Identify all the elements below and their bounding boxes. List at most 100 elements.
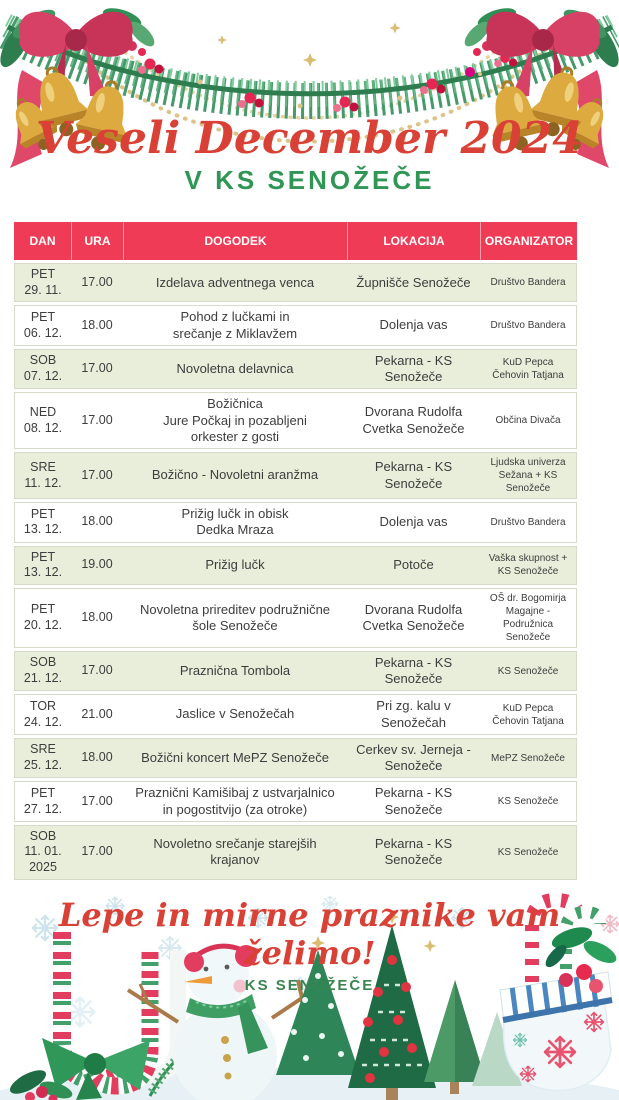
event-organizer-cell: Vaška skupnost + KS Senožeče xyxy=(480,545,577,585)
christmas-trees-icon xyxy=(276,910,522,1100)
event-row: SRE 11. 12. 17.00 Božično - Novoletni ar… xyxy=(14,452,577,499)
greeting-message: Lepe in mirne praznike vam želimo! xyxy=(58,895,561,972)
event-organizer-cell: Društvo Bandera xyxy=(480,502,577,543)
event-row: SOB 21. 12. 17.00 Praznična Tombola Peka… xyxy=(14,650,577,692)
event-row: PET 20. 12. 18.00 Novoletna prireditev p… xyxy=(14,587,577,648)
event-title-cell: Novoletna prireditev podružnične šole Se… xyxy=(123,587,347,648)
events-table: DAN URA DOGODEK LOKACIJA ORGANIZATOR PET… xyxy=(14,219,577,883)
event-day-cell: NED 08. 12. xyxy=(14,392,71,449)
column-header-dogodek: DOGODEK xyxy=(123,222,347,260)
event-organizer-cell: KuD Pepca Čehovin Tatjana xyxy=(480,348,577,390)
event-row: SOB 11. 01. 2025 17.00 Novoletno srečanj… xyxy=(14,824,577,880)
event-location-cell: Pekarna - KS Senožeče xyxy=(347,650,480,692)
event-row: PET 13. 12. 19.00 Prižig lučk Potoče Vaš… xyxy=(14,545,577,585)
event-row: PET 29. 11. 17.00 Izdelava adventnega ve… xyxy=(14,263,577,303)
event-time-cell: 19.00 xyxy=(71,545,123,585)
stocking-icon xyxy=(499,892,617,1092)
event-day-cell: TOR 24. 12. xyxy=(14,694,71,735)
event-location-cell: Dvorana Rudolfa Cvetka Senožeče xyxy=(347,392,480,449)
event-location-cell: Potoče xyxy=(347,545,480,585)
column-header-dan: DAN xyxy=(14,222,71,260)
event-day-cell: PET 13. 12. xyxy=(14,545,71,585)
event-time-cell: 18.00 xyxy=(71,587,123,648)
event-row: PET 13. 12. 18.00 Prižig lučk in obisk D… xyxy=(14,502,577,543)
event-location-cell: Pekarna - KS Senožeče xyxy=(347,452,480,499)
column-header-organizator: ORGANIZATOR xyxy=(480,222,577,260)
column-header-lokacija: LOKACIJA xyxy=(347,222,480,260)
event-time-cell: 18.00 xyxy=(71,502,123,543)
event-title-cell: Božični koncert MePZ Senožeče xyxy=(123,737,347,779)
fir-garland-icon xyxy=(0,14,619,119)
event-organizer-cell: KuD Pepca Čehovin Tatjana xyxy=(480,694,577,735)
event-organizer-cell: Ljudska univerza Sežana + KS Senožeče xyxy=(480,452,577,499)
footer-signature: KS SENOŽEČE xyxy=(244,976,375,994)
event-title-cell: Izdelava adventnega venca xyxy=(123,263,347,303)
event-time-cell: 17.00 xyxy=(71,452,123,499)
poster-header: Veseli December 2024 V KS SENOŽEČE xyxy=(0,0,619,210)
event-time-cell: 18.00 xyxy=(71,305,123,346)
event-time-cell: 21.00 xyxy=(71,694,123,735)
event-time-cell: 17.00 xyxy=(71,650,123,692)
table-header-row: DAN URA DOGODEK LOKACIJA ORGANIZATOR xyxy=(14,222,577,260)
event-title-cell: Praznični Kamišibaj z ustvarjalnico in p… xyxy=(123,781,347,822)
event-location-cell: Pekarna - KS Senožeče xyxy=(347,348,480,390)
event-location-cell: Dolenja vas xyxy=(347,502,480,543)
event-location-cell: Pri zg. kalu v Senožečah xyxy=(347,694,480,735)
events-table-body: PET 29. 11. 17.00 Izdelava adventnega ve… xyxy=(14,263,577,880)
event-organizer-cell: KS Senožeče xyxy=(480,650,577,692)
event-day-cell: PET 27. 12. xyxy=(14,781,71,822)
poster-title: Veseli December 2024 xyxy=(36,113,583,164)
event-day-cell: SOB 11. 01. 2025 xyxy=(14,824,71,880)
event-organizer-cell: Društvo Bandera xyxy=(480,263,577,303)
event-title-cell: Jaslice v Senožečah xyxy=(123,694,347,735)
event-time-cell: 17.00 xyxy=(71,348,123,390)
winter-scene-decoration xyxy=(0,892,619,1100)
event-location-cell: Pekarna - KS Senožeče xyxy=(347,781,480,822)
event-organizer-cell: KS Senožeče xyxy=(480,824,577,880)
event-title-cell: Božičnica Jure Počkaj in pozabljeni orke… xyxy=(123,392,347,449)
berry-clusters-icon xyxy=(138,53,518,112)
event-title-cell: Praznična Tombola xyxy=(123,650,347,692)
event-time-cell: 17.00 xyxy=(71,392,123,449)
event-day-cell: PET 20. 12. xyxy=(14,587,71,648)
event-organizer-cell: KS Senožeče xyxy=(480,781,577,822)
event-location-cell: Cerkev sv. Jerneja - Senožeče xyxy=(347,737,480,779)
garland-decoration xyxy=(0,0,619,210)
event-location-cell: Dvorana Rudolfa Cvetka Senožeče xyxy=(347,587,480,648)
event-location-cell: Dolenja vas xyxy=(347,305,480,346)
event-title-cell: Novoletno srečanje starejših krajanov xyxy=(123,824,347,880)
event-time-cell: 17.00 xyxy=(71,781,123,822)
event-time-cell: 17.00 xyxy=(71,824,123,880)
event-location-cell: Župnišče Senožeče xyxy=(347,263,480,303)
event-organizer-cell: Društvo Bandera xyxy=(480,305,577,346)
event-day-cell: PET 29. 11. xyxy=(14,263,71,303)
column-header-ura: URA xyxy=(71,222,123,260)
event-day-cell: SOB 07. 12. xyxy=(14,348,71,390)
event-day-cell: PET 06. 12. xyxy=(14,305,71,346)
event-title-cell: Pohod z lučkami in srečanje z Miklavžem xyxy=(123,305,347,346)
holly-icon xyxy=(9,1070,73,1100)
event-row: TOR 24. 12. 21.00 Jaslice v Senožečah Pr… xyxy=(14,694,577,735)
event-row: SRE 25. 12. 18.00 Božični koncert MePZ S… xyxy=(14,737,577,779)
event-row: SOB 07. 12. 17.00 Novoletna delavnica Pe… xyxy=(14,348,577,390)
event-day-cell: SRE 25. 12. xyxy=(14,737,71,779)
event-row: PET 06. 12. 18.00 Pohod z lučkami in sre… xyxy=(14,305,577,346)
event-title-cell: Božično - Novoletni aranžma xyxy=(123,452,347,499)
event-title-cell: Novoletna delavnica xyxy=(123,348,347,390)
event-title-cell: Prižig lučk xyxy=(123,545,347,585)
event-location-cell: Pekarna - KS Senožeče xyxy=(347,824,480,880)
event-organizer-cell: OŠ dr. Bogomirja Magajne - Podružnica Se… xyxy=(480,587,577,648)
event-organizer-cell: Občina Divača xyxy=(480,392,577,449)
event-day-cell: SOB 21. 12. xyxy=(14,650,71,692)
event-time-cell: 17.00 xyxy=(71,263,123,303)
event-organizer-cell: MePZ Senožeče xyxy=(480,737,577,779)
green-bow-icon xyxy=(42,1038,150,1100)
event-day-cell: PET 13. 12. xyxy=(14,502,71,543)
event-time-cell: 18.00 xyxy=(71,737,123,779)
poster-subtitle: V KS SENOŽEČE xyxy=(184,165,435,195)
event-row: PET 27. 12. 17.00 Praznični Kamišibaj z … xyxy=(14,781,577,822)
event-row: NED 08. 12. 17.00 Božičnica Jure Počkaj … xyxy=(14,392,577,449)
snowman-icon xyxy=(126,943,322,1100)
event-day-cell: SRE 11. 12. xyxy=(14,452,71,499)
